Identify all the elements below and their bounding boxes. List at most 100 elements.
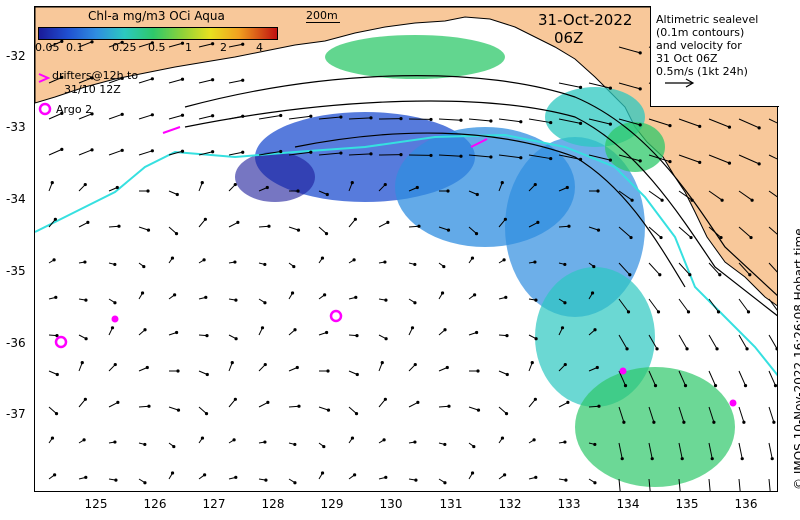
velocity-arrow [108, 149, 123, 156]
velocity-arrow [708, 118, 730, 128]
velocity-arrow-head [369, 116, 373, 120]
velocity-arrow-head [120, 148, 124, 152]
lon-tick-label: 128 [261, 497, 285, 511]
velocity-arrow-head [263, 262, 267, 267]
velocity-arrow-head [296, 189, 300, 193]
colorbar-tick: 0.5 [148, 41, 166, 54]
velocity-arrow-head [775, 347, 777, 351]
velocity-arrow-head [90, 148, 94, 152]
velocity-arrow-head [326, 369, 330, 373]
velocity-arrow-head [472, 444, 476, 449]
velocity-arrow-head [50, 181, 54, 185]
velocity-arrow [348, 153, 371, 156]
velocity-arrow-head [656, 310, 661, 314]
velocity-arrow-head [710, 457, 714, 461]
velocity-arrow [48, 40, 63, 48]
velocity-arrow [648, 118, 671, 127]
velocity-arrow-head [593, 481, 597, 485]
lon-tick-label: 130 [379, 497, 403, 511]
velocity-arrow-head [241, 42, 245, 46]
velocity-arrow-head [339, 115, 343, 119]
velocity-arrow-head [532, 438, 536, 442]
velocity-arrow-head [322, 444, 326, 449]
velocity-arrow-head [233, 260, 237, 264]
velocity-arrow [228, 221, 239, 228]
velocity-arrow-head [143, 442, 147, 447]
velocity-arrow [648, 334, 658, 350]
lon-tick-label: 133 [557, 497, 581, 511]
velocity-arrow [708, 190, 723, 201]
velocity-arrow [708, 406, 715, 423]
velocity-arrow-head [83, 260, 87, 264]
velocity-arrow-head [685, 347, 689, 351]
velocity-arrow-head [325, 192, 329, 197]
velocity-arrow [288, 115, 311, 120]
velocity-arrow-head [595, 365, 599, 370]
velocity-arrow [138, 78, 153, 84]
velocity-arrow [648, 190, 663, 201]
velocity-arrow [738, 154, 760, 165]
velocity-arrow-head [264, 478, 268, 482]
velocity-arrow-head [383, 182, 387, 187]
velocity-arrow-head [415, 185, 419, 190]
velocity-arrow-head [566, 400, 570, 404]
velocity-arrow [318, 116, 341, 120]
velocity-arrow-head [200, 181, 204, 185]
velocity-arrow-head [629, 235, 633, 240]
velocity-arrow [438, 226, 449, 231]
velocity-arrow-head [354, 411, 359, 416]
velocity-arrow-head [668, 124, 672, 128]
velocity-arrow-head [652, 420, 656, 424]
velocity-arrow [108, 41, 123, 48]
velocity-arrow-head [292, 264, 296, 269]
velocity-arrow-head [117, 224, 121, 228]
velocity-arrow-head [743, 384, 748, 388]
velocity-arrow-head [175, 192, 179, 197]
velocity-arrow [258, 114, 281, 120]
velocity-arrow [738, 118, 760, 129]
velocity-arrow [228, 398, 236, 408]
velocity-arrow [168, 42, 183, 48]
drifter-legend-line1: drifters@12h to [52, 69, 139, 82]
velocity-arrow-head [489, 155, 493, 159]
velocity-arrow-head [459, 118, 463, 122]
velocity-arrow [768, 190, 777, 198]
velocity-arrow-head [689, 235, 693, 240]
velocity-arrow-head [203, 217, 207, 221]
velocity-arrow-head [503, 217, 507, 221]
argo-floats [54, 309, 343, 349]
velocity-arrow-head [683, 384, 688, 388]
velocity-arrow-head [429, 153, 433, 158]
velocity-arrow [138, 114, 153, 120]
velocity-arrow [288, 405, 300, 408]
velocity-arrow [348, 218, 356, 228]
velocity-arrow-head [266, 400, 270, 404]
velocity-arrow-head [536, 220, 540, 224]
colorbar-tick: 4 [256, 41, 263, 54]
velocity-arrow-head [383, 397, 387, 401]
velocity-arrow [738, 334, 748, 350]
chl-patch [235, 152, 315, 202]
velocity-arrow-head [324, 231, 329, 236]
velocity-arrow-head [718, 273, 722, 277]
velocity-arrow [228, 43, 243, 48]
velocity-arrow-head [410, 326, 415, 330]
velocity-arrow [258, 150, 281, 156]
velocity-arrow [618, 298, 629, 313]
velocity-arrow-head [55, 334, 59, 338]
velocity-arrow [708, 442, 713, 459]
velocity-arrow-head [772, 420, 776, 424]
legend-line: (0.1m contours) [656, 26, 745, 39]
velocity-arrow-head [413, 362, 417, 367]
velocity-arrow-head [113, 262, 117, 267]
isobath-200m-line [35, 133, 777, 377]
velocity-arrow-head [279, 113, 283, 118]
velocity-arrow-head [140, 291, 145, 295]
velocity-arrow-head [519, 156, 523, 160]
velocity-arrow [588, 226, 599, 231]
velocity-arrow-head [563, 262, 567, 267]
velocity-arrow-head [146, 228, 151, 232]
velocity-arrow [318, 152, 341, 156]
chlorophyll-colorbar [38, 27, 278, 40]
velocity-arrow-head [142, 264, 146, 269]
